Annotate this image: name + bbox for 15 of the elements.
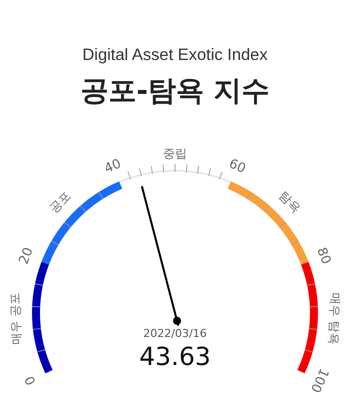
- data-label: 40: [102, 156, 124, 177]
- text: Digital Asset Exotic Index: [82, 46, 268, 64]
- text: 공포-탐욕 지수: [80, 74, 270, 107]
- category-label: 매우 공포: [7, 292, 24, 345]
- category-label: 중립: [163, 146, 187, 160]
- data-label: 80: [313, 246, 334, 266]
- data-label: 20: [16, 246, 37, 266]
- text: 2022/03/16: [143, 327, 207, 340]
- category-label: 탐욕: [276, 188, 304, 216]
- data-label: 60: [226, 156, 248, 177]
- data-label: 100: [307, 366, 332, 395]
- category-label: 매우 탐욕: [326, 292, 343, 345]
- category-label: 공포: [46, 188, 74, 216]
- text: 43.63: [139, 342, 211, 371]
- text: 0: [22, 373, 40, 388]
